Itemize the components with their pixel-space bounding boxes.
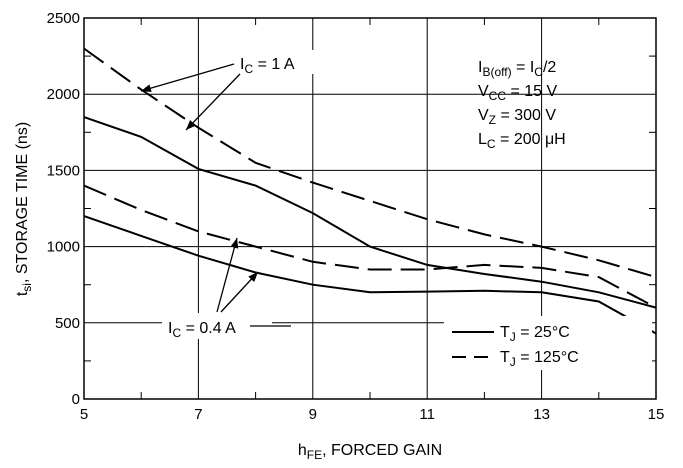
series-ic-1a-tj-125c [83, 47, 657, 279]
condition-vz: VZ = 300 V [478, 107, 556, 127]
tick-labels: 5 7 9 11 13 15 0 500 1000 1500 2000 2500 [47, 10, 665, 423]
legend-label-25c: TJ = 25°C [500, 324, 570, 344]
y-tick-label-1500: 1500 [47, 162, 80, 179]
test-conditions: IB(off) = IC/2 VCC = 15 V VZ = 300 V LC … [478, 59, 566, 151]
series-ic-04a-tj-125c [83, 184, 657, 309]
series-ic-04a-tj-25c [83, 215, 657, 335]
y-tick-label-2500: 2500 [47, 10, 80, 27]
annotation-ic-1a-arrow-solid [185, 73, 241, 131]
x-tick-label-13: 13 [533, 406, 550, 423]
legend: TJ = 25°C TJ = 125°C [444, 316, 652, 370]
x-tick-label-9: 9 [309, 406, 317, 423]
series-ic-1a-tj-25c [83, 116, 657, 309]
annotation-ic-04a-label: IC = 0.4 A [168, 320, 236, 340]
x-tick-label-15: 15 [648, 406, 665, 423]
annotation-ic-1a-label: IC = 1 A [240, 56, 295, 76]
x-tick-label-5: 5 [80, 406, 88, 423]
annotation-ic-04a-arrow-solid [220, 271, 259, 313]
y-tick-label-1000: 1000 [47, 239, 80, 256]
annotation-ic-04a: IC = 0.4 A [162, 237, 291, 340]
y-tick-label-500: 500 [55, 315, 80, 332]
annotation-ic-1a-arrow-dashed [140, 63, 235, 93]
annotation-ic-04a-arrow-dashed [216, 237, 239, 313]
y-tick-label-0: 0 [72, 391, 80, 408]
annotation-ic-1a: IC = 1 A [140, 50, 320, 131]
condition-ib-off: IB(off) = IC/2 [478, 59, 556, 79]
plot-frame [83, 17, 657, 400]
data-series [83, 47, 657, 335]
x-tick-label-11: 11 [419, 406, 435, 423]
x-tick-label-7: 7 [194, 406, 202, 423]
legend-label-125c: TJ = 125°C [500, 349, 579, 369]
y-axis-label: tsi, STORAGE TIME (ns) [14, 122, 34, 296]
condition-lc: LC = 200 μH [478, 131, 566, 151]
y-tick-label-2000: 2000 [47, 86, 80, 103]
condition-vcc: VCC = 15 V [478, 83, 557, 103]
x-axis-label: hFE, FORCED GAIN [298, 442, 442, 462]
